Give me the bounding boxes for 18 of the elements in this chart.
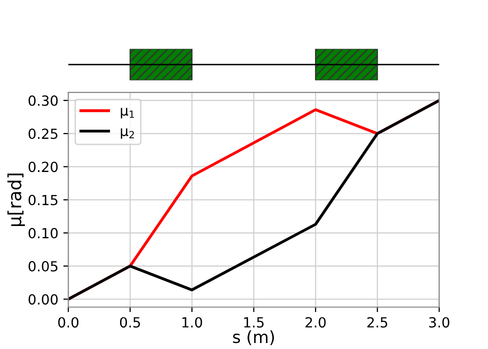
x-tick-label: 0.0: [58, 317, 78, 328]
x-tick-label: 1.0: [182, 317, 202, 328]
y-tick-label: 0.10: [28, 228, 58, 238]
legend-label: μ$_{2}$: [120, 128, 134, 139]
y-tick-label: 0.30: [28, 95, 58, 106]
y-axis-title: μ[rad]: [7, 174, 25, 226]
x-tick-label: 2.0: [306, 317, 326, 328]
y-tick-label: 0.00: [28, 294, 58, 305]
x-tick-label: 0.5: [120, 317, 140, 328]
y-tick-label: 0.05: [28, 261, 58, 272]
legend-label: μ$_{1}$: [120, 108, 134, 118]
x-tick-label: 1.5: [244, 317, 264, 328]
x-tick-label: 2.5: [367, 317, 388, 328]
x-tick-label: 3.0: [429, 317, 450, 328]
y-tick-label: 0.15: [28, 194, 58, 206]
x-axis-title: s (m): [233, 330, 274, 346]
y-tick-label: 0.25: [28, 128, 58, 140]
y-tick-label: 0.20: [28, 162, 58, 172]
